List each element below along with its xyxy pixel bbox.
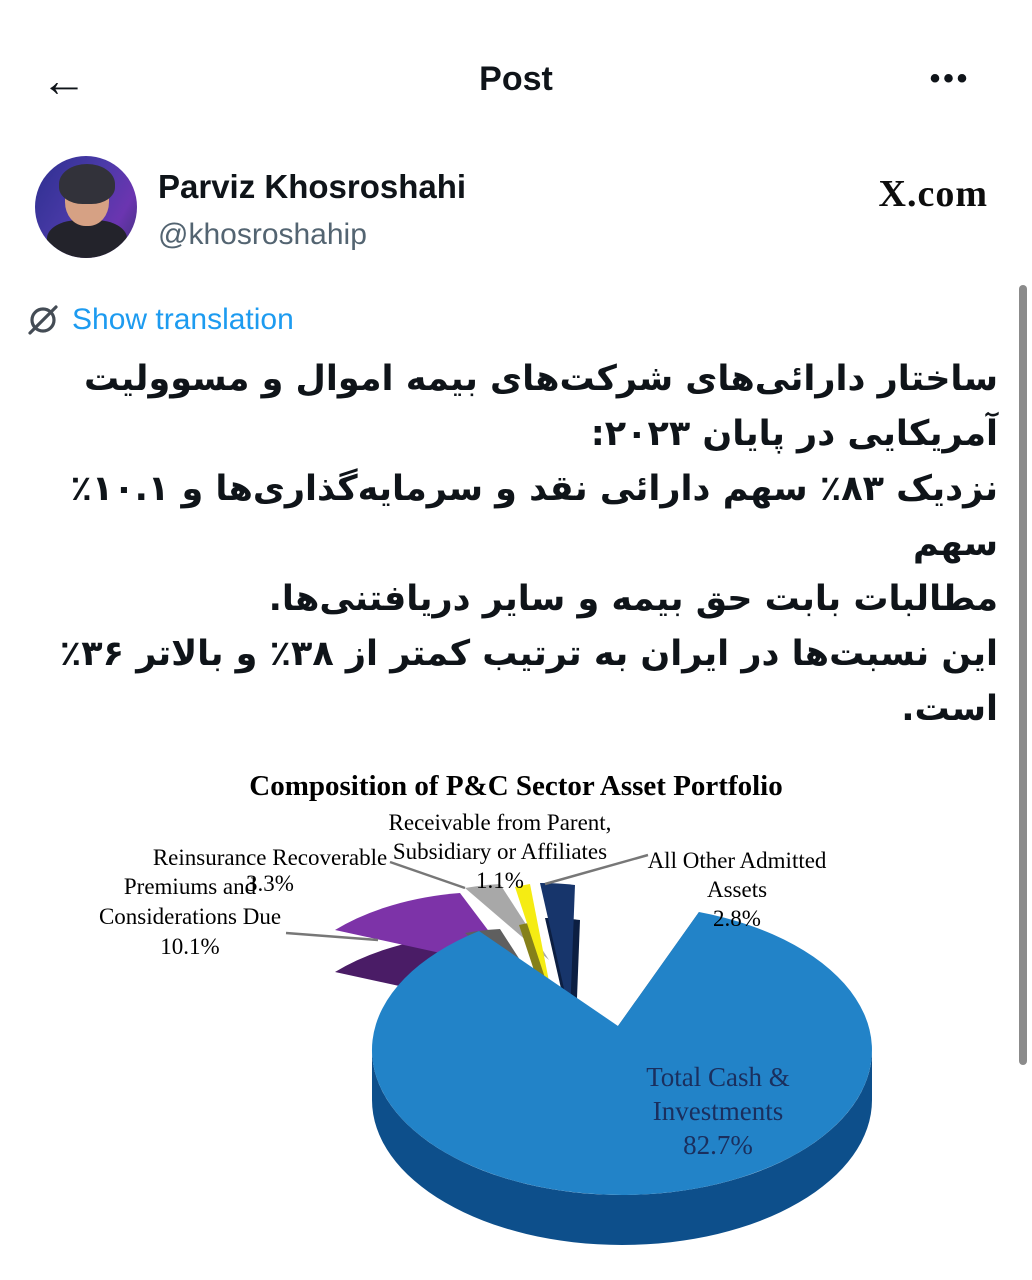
- xcom-watermark: X.com: [878, 173, 988, 215]
- app-bar: ← Post •••: [0, 52, 1032, 116]
- page-title: Post: [479, 60, 553, 98]
- avatar-hair-shape: [59, 164, 115, 204]
- pie-chart-image: Composition of P&C Sector Asset Portfoli…: [0, 750, 1032, 1280]
- leader-lines: [285, 853, 649, 942]
- translate-slashed-circle-icon: [28, 305, 58, 335]
- post-line: ساختار دارائی‌های شرکت‌های بیمه اموال و …: [83, 359, 998, 399]
- label-pct: 10.1%: [160, 934, 220, 959]
- label-pct: 2.8%: [713, 906, 761, 931]
- label-line: Considerations Due: [98, 904, 282, 929]
- show-translation-button[interactable]: Show translation: [26, 300, 294, 340]
- label-pct: 82.7%: [683, 1130, 753, 1160]
- label-line: Total Cash &: [646, 1062, 790, 1092]
- leader-allother: [544, 853, 649, 886]
- label-line: Assets: [706, 877, 768, 902]
- label-totalcash: Total Cash & Investments 82.7%: [578, 1060, 858, 1162]
- avatar[interactable]: [35, 156, 137, 258]
- chart-title: Composition of P&C Sector Asset Portfoli…: [249, 770, 783, 802]
- label-line: All Other Admitted: [647, 848, 827, 873]
- back-button[interactable]: ←: [36, 52, 92, 108]
- user-display-name[interactable]: Parviz Khosroshahi: [158, 168, 467, 205]
- label-allother: All Other Admitted Assets 2.8%: [597, 846, 877, 933]
- post-line: نزدیک ۸۳٪ سهم دارائی نقد و سرمایه‌گذاری‌…: [70, 469, 998, 564]
- label-line: Subsidiary or Affiliates: [392, 839, 608, 864]
- post-line: است.: [901, 689, 998, 729]
- post-line: آمریکایی در پایان ۲۰۲۳:: [590, 414, 998, 454]
- user-handle[interactable]: @khosroshahip: [158, 218, 367, 251]
- post-line: این نسبت‌ها در ایران به ترتیب کمتر از ۳۸…: [59, 634, 998, 674]
- label-line: Investments: [652, 1096, 784, 1126]
- label-reinsurance: Reinsurance Recoverable 3.3%: [105, 845, 435, 897]
- label-premiums: Premiums and Considerations Due 10.1%: [40, 872, 340, 962]
- label-line: Premiums and: [123, 874, 257, 899]
- more-options-button[interactable]: •••: [920, 54, 980, 104]
- show-translation-label: Show translation: [72, 303, 294, 336]
- label-line: Reinsurance Recoverable: [152, 845, 388, 870]
- label-receivable: Receivable from Parent, Subsidiary or Af…: [360, 808, 640, 895]
- post-body-text: ساختار دارائی‌های شرکت‌های بیمه اموال و …: [28, 352, 998, 737]
- label-pct: 1.1%: [476, 868, 524, 893]
- scrollbar-thumb[interactable]: [1019, 285, 1027, 1065]
- avatar-suit-shape: [47, 220, 127, 258]
- pie-slice-totalcash: [371, 912, 872, 1245]
- label-line: Receivable from Parent,: [388, 810, 612, 835]
- post-line: مطالبات بابت حق بیمه و سایر دریافتنی‌ها.: [268, 579, 998, 619]
- pie-chart-canvas: [285, 853, 872, 1245]
- leader-premiums: [285, 931, 379, 942]
- leader-reinsurance: [389, 860, 466, 890]
- label-pct: 3.3%: [246, 871, 294, 896]
